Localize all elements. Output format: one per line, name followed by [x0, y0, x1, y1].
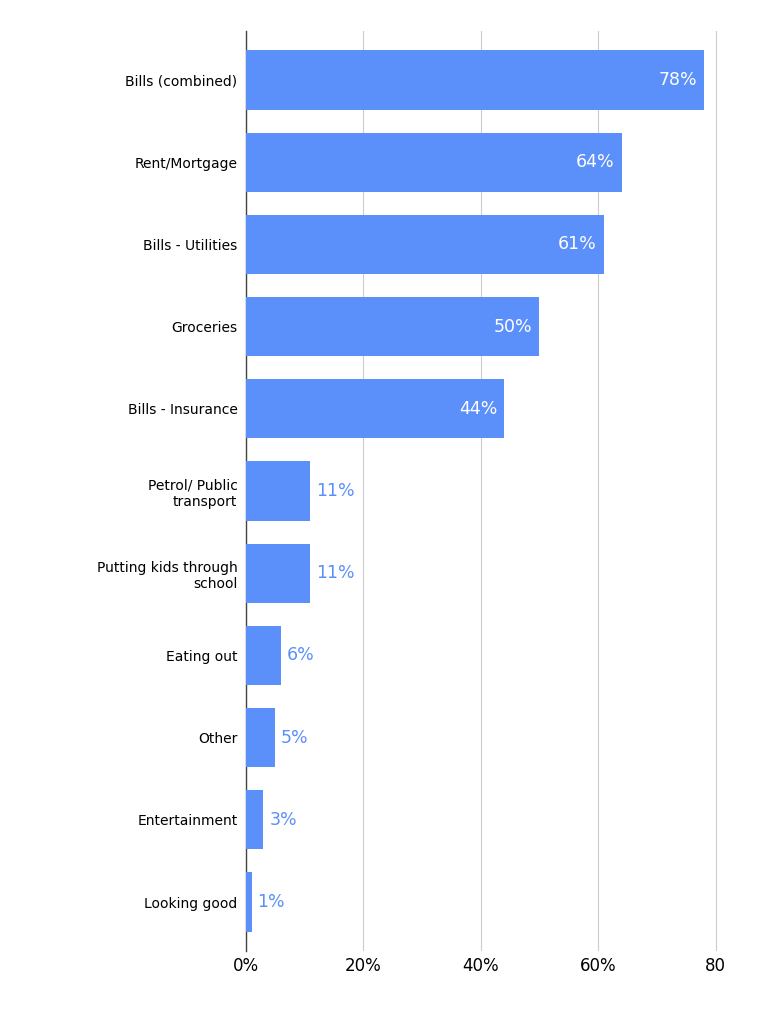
- Text: 11%: 11%: [316, 482, 355, 500]
- Bar: [246, 790, 263, 849]
- Text: 11%: 11%: [316, 565, 355, 582]
- Bar: [246, 50, 703, 109]
- Text: 78%: 78%: [658, 71, 697, 89]
- Bar: [246, 626, 281, 685]
- Text: 5%: 5%: [281, 728, 309, 747]
- Text: 1%: 1%: [257, 893, 285, 911]
- Text: 50%: 50%: [494, 317, 532, 336]
- Text: 44%: 44%: [458, 400, 497, 417]
- Text: 6%: 6%: [287, 647, 315, 665]
- Text: 61%: 61%: [558, 235, 597, 254]
- Bar: [246, 133, 621, 192]
- Text: 3%: 3%: [270, 811, 297, 829]
- Bar: [246, 543, 310, 603]
- Bar: [246, 708, 275, 767]
- Bar: [246, 873, 252, 932]
- Bar: [246, 297, 539, 356]
- Text: 64%: 64%: [576, 153, 614, 171]
- Bar: [246, 215, 604, 274]
- Bar: [246, 461, 310, 521]
- Bar: [246, 380, 504, 439]
